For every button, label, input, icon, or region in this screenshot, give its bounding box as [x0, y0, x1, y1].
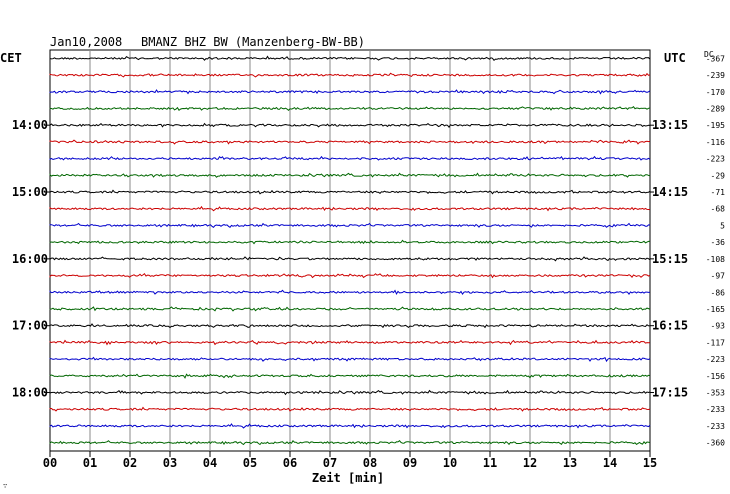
dc-offset-label: -156	[706, 372, 725, 381]
x-tick-label: 15	[643, 456, 657, 470]
x-tick-label: 10	[443, 456, 457, 470]
left-hour-label: 14:00	[12, 118, 48, 132]
dc-offset-label: -195	[706, 121, 725, 130]
left-hour-label: 16:00	[12, 252, 48, 266]
x-tick-label: 04	[203, 456, 217, 470]
left-hour-label: 15:00	[12, 185, 48, 199]
trace-row-15	[49, 289, 651, 295]
x-tick-label: 09	[403, 456, 417, 470]
trace-row-18	[49, 339, 651, 346]
dc-offset-label: -86	[711, 288, 726, 297]
dc-offset-label: -71	[711, 188, 726, 197]
x-tick-label: 12	[523, 456, 537, 470]
x-tick-label: 06	[283, 456, 297, 470]
dc-offset-label: -93	[711, 322, 726, 331]
trace-row-21	[49, 389, 651, 396]
dc-offset-label: -239	[706, 71, 725, 80]
plot-frame	[49, 49, 651, 452]
trace-row-5	[49, 122, 651, 128]
trace-row-19	[49, 356, 651, 363]
x-tick-label: 00	[43, 456, 57, 470]
trace-row-23	[49, 423, 651, 429]
trace-row-7	[49, 155, 651, 161]
trace-row-9	[49, 189, 651, 195]
header-date: Jan10,2008	[50, 35, 122, 49]
trace-row-3	[49, 89, 651, 95]
trace-row-4	[49, 106, 651, 112]
corner-mark: ∵	[3, 482, 7, 490]
trace-row-14	[49, 272, 651, 279]
x-tick-label: 03	[163, 456, 177, 470]
x-tick-label: 05	[243, 456, 257, 470]
right-hour-label: 15:15	[652, 252, 688, 266]
right-timezone-label: UTC	[664, 51, 686, 65]
trace-row-6	[49, 139, 651, 145]
trace-row-2	[49, 72, 651, 78]
dc-offset-label: -116	[706, 138, 725, 147]
x-tick-label: 02	[123, 456, 137, 470]
trace-row-8	[49, 172, 651, 178]
left-timezone-label: CET	[0, 51, 22, 65]
right-hour-label: 13:15	[652, 118, 688, 132]
dc-offset-label: -367	[706, 54, 725, 63]
x-tick-label: 13	[563, 456, 577, 470]
dc-offset-label: -233	[706, 405, 725, 414]
trace-row-11	[49, 222, 651, 228]
trace-row-1	[49, 55, 651, 62]
dc-offset-label: -29	[711, 171, 726, 180]
right-hour-label: 16:15	[652, 319, 688, 333]
right-hour-label: 17:15	[652, 386, 688, 400]
dc-offset-label: -223	[706, 155, 725, 164]
x-tick-label: 14	[603, 456, 617, 470]
x-tick-label: 07	[323, 456, 337, 470]
dc-offset-label: -289	[706, 104, 725, 113]
left-hour-label: 18:00	[12, 386, 48, 400]
dc-offset-label: -360	[706, 439, 725, 448]
dc-offset-label: -165	[706, 305, 725, 314]
dc-offset-label: -108	[706, 255, 725, 264]
x-tick-label: 11	[483, 456, 497, 470]
x-axis-label: Zeit [min]	[312, 471, 384, 485]
trace-row-13	[49, 256, 651, 262]
dc-offset-label: -68	[711, 205, 726, 214]
header-station: BMANZ BHZ BW (Manzenberg-BW-BB)	[141, 35, 365, 49]
right-hour-label: 14:15	[652, 185, 688, 199]
dc-offset-label: -117	[706, 338, 725, 347]
dc-offset-label: -233	[706, 422, 725, 431]
dc-header-label: DC	[704, 50, 714, 59]
trace-row-24	[49, 440, 651, 446]
trace-row-20	[49, 373, 651, 379]
dc-offset-label: -36	[711, 238, 726, 247]
trace-row-16	[49, 306, 651, 312]
trace-row-17	[49, 323, 651, 329]
dc-offset-label: 5	[720, 221, 725, 230]
trace-row-12	[49, 239, 651, 245]
dc-offset-label: -353	[706, 389, 725, 398]
dc-offset-label: -97	[711, 272, 726, 281]
x-tick-label: 08	[363, 456, 377, 470]
dc-offset-label: -223	[706, 355, 725, 364]
trace-row-22	[49, 406, 651, 412]
left-hour-label: 17:00	[12, 319, 48, 333]
dc-offset-label: -170	[706, 88, 725, 97]
x-tick-label: 01	[83, 456, 97, 470]
trace-row-10	[49, 205, 651, 212]
